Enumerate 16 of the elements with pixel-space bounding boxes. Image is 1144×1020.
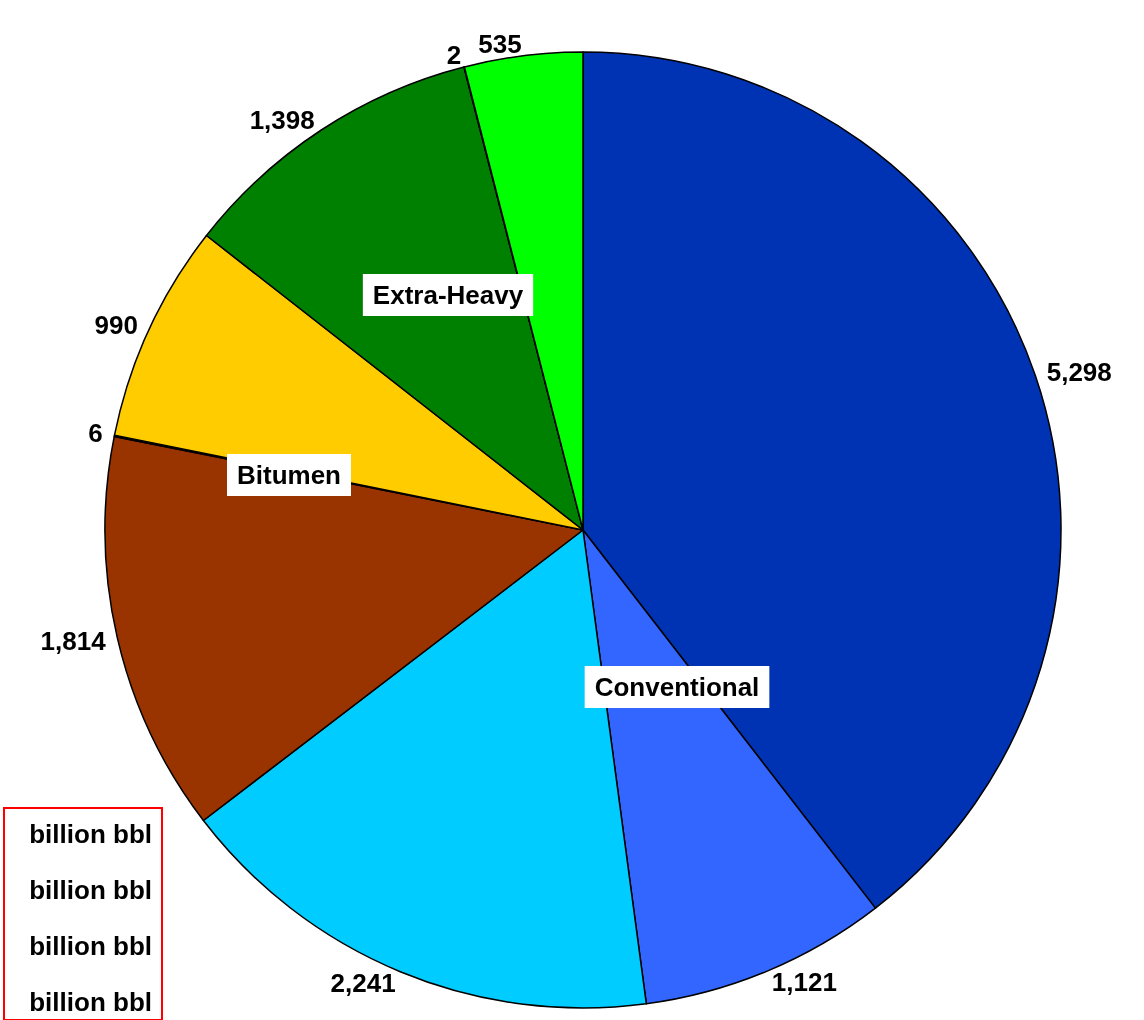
data-label: 2,241 [330,967,396,998]
data-label: 1,121 [771,967,837,998]
data-label: 5,298 [1046,356,1112,387]
text: billion bbl [29,931,152,961]
text: billion bbl [29,987,152,1017]
data-label: 1,398 [249,104,315,135]
data-label: 6 [88,418,103,449]
data-label: 2 [446,40,462,71]
text: Conventional [594,672,760,702]
text: billion bbl [29,875,152,905]
text: billion bbl [29,819,152,849]
data-label: 990 [94,309,138,340]
text: Extra-Heavy [372,280,524,310]
text: Bitumen [237,460,341,490]
data-label: 1,814 [40,625,107,656]
data-label: 535 [478,28,522,59]
